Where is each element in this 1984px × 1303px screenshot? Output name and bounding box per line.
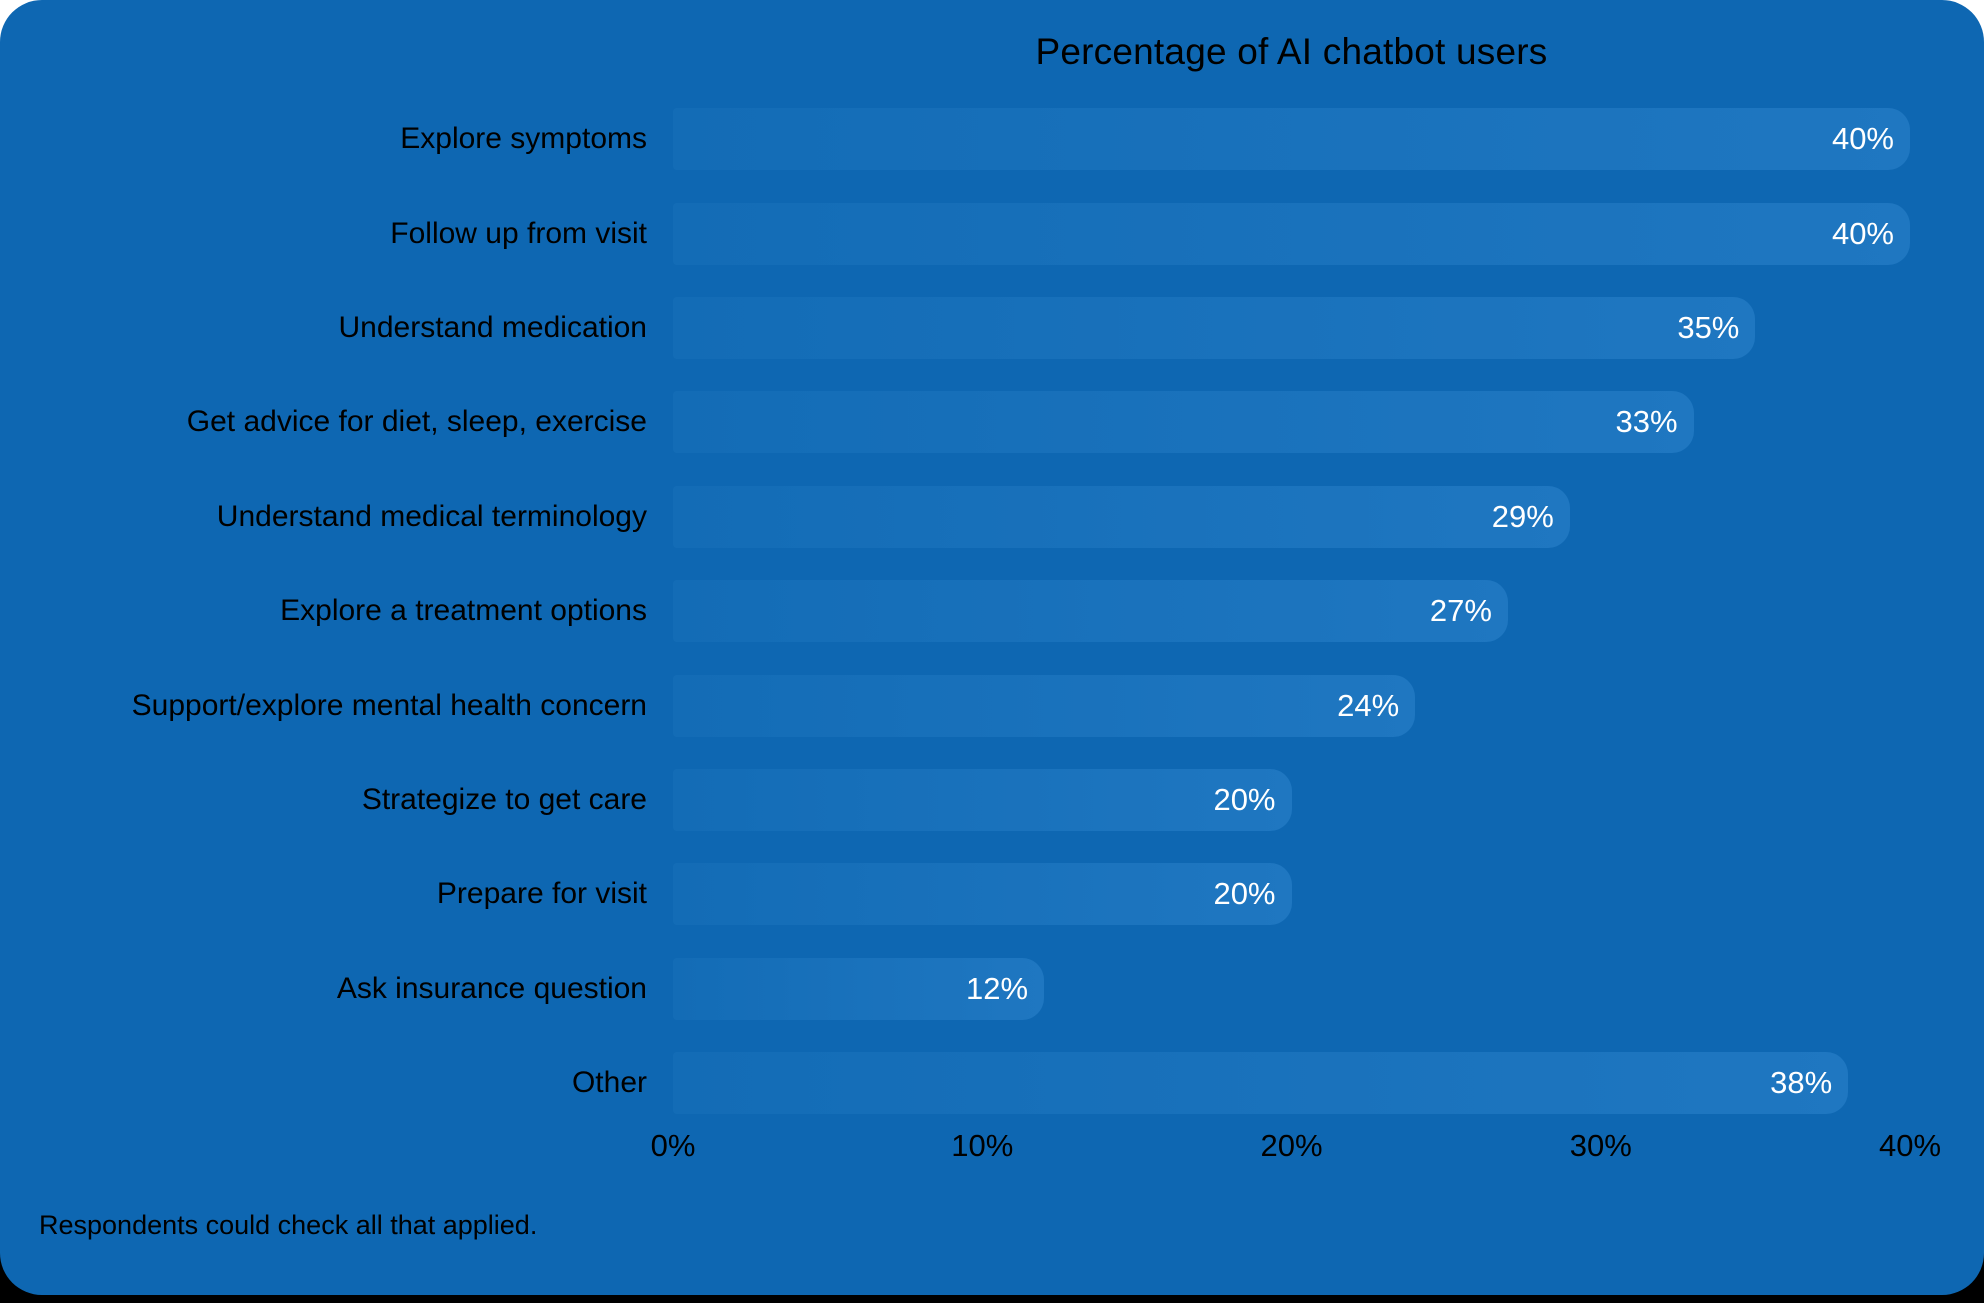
bar-row: Other 38% xyxy=(0,1036,1984,1130)
bar-track: 20% xyxy=(673,863,1910,926)
value-label: 27% xyxy=(1429,593,1492,629)
bar: 38% xyxy=(673,1052,1849,1115)
bar: 29% xyxy=(673,485,1570,548)
x-axis: 0% 10% 20% 30% 40% xyxy=(651,1128,1941,1168)
bar-track: 24% xyxy=(673,674,1910,737)
value-label: 33% xyxy=(1615,404,1678,440)
bar-row: Support/explore mental health concern 24% xyxy=(0,658,1984,752)
value-label: 12% xyxy=(966,970,1029,1006)
bar-row: Ask insurance question 12% xyxy=(0,942,1984,1036)
bar: 35% xyxy=(673,296,1756,359)
bar-row: Prepare for visit 20% xyxy=(0,847,1984,941)
bar-row: Strategize to get care 20% xyxy=(0,753,1984,847)
bar-track: 38% xyxy=(673,1052,1910,1115)
category-label: Strategize to get care xyxy=(361,782,647,816)
category-label: Prepare for visit xyxy=(436,877,647,911)
bar-track: 20% xyxy=(673,768,1910,831)
x-axis-tick: 30% xyxy=(1569,1128,1632,1163)
bar-track: 40% xyxy=(673,108,1910,171)
value-label: 35% xyxy=(1677,309,1740,345)
category-label: Follow up from visit xyxy=(390,216,647,250)
bar-track: 40% xyxy=(673,202,1910,265)
bar-track: 35% xyxy=(673,296,1910,359)
bar: 27% xyxy=(673,580,1508,643)
category-label: Get advice for diet, sleep, exercise xyxy=(186,405,647,439)
bar: 20% xyxy=(673,863,1292,926)
category-label: Understand medication xyxy=(338,310,647,344)
category-label: Explore symptoms xyxy=(400,122,647,156)
bar: 33% xyxy=(673,391,1694,454)
value-label: 24% xyxy=(1337,687,1400,723)
chart-title: Percentage of AI chatbot users xyxy=(1035,31,1548,72)
value-label: 40% xyxy=(1831,215,1894,251)
bar-track: 29% xyxy=(673,485,1910,548)
value-label: 29% xyxy=(1491,498,1554,534)
value-label: 38% xyxy=(1770,1065,1833,1101)
bar: 24% xyxy=(673,674,1416,737)
category-label: Explore a treatment options xyxy=(280,594,647,628)
x-axis-tick: 10% xyxy=(951,1128,1014,1163)
bar: 40% xyxy=(673,108,1910,171)
bar-row: Follow up from visit 40% xyxy=(0,186,1984,280)
category-label: Support/explore mental health concern xyxy=(131,688,647,722)
bar-row: Understand medication 35% xyxy=(0,281,1984,375)
bar-row: Explore a treatment options 27% xyxy=(0,564,1984,658)
x-axis-tick: 0% xyxy=(650,1128,696,1163)
bar: 12% xyxy=(673,957,1045,1020)
category-label: Other xyxy=(571,1066,647,1100)
bar-row: Explore symptoms 40% xyxy=(0,92,1984,186)
value-label: 40% xyxy=(1831,121,1894,157)
category-label: Ask insurance question xyxy=(336,971,647,1005)
bar: 40% xyxy=(673,202,1910,265)
x-axis-tick: 40% xyxy=(1878,1128,1942,1163)
footnote: Respondents could check all that applied… xyxy=(39,1210,538,1240)
category-label: Understand medical terminology xyxy=(216,499,647,533)
value-label: 20% xyxy=(1213,781,1276,817)
bar-rows: Explore symptoms 40% Follow up from visit 4… xyxy=(0,92,1984,1130)
bar-track: 27% xyxy=(673,580,1910,643)
bar-track: 33% xyxy=(673,391,1910,454)
bar-row: Get advice for diet, sleep, exercise 33% xyxy=(0,375,1984,469)
bar-row: Understand medical terminology 29% xyxy=(0,470,1984,564)
value-label: 20% xyxy=(1213,876,1276,912)
bar-track: 12% xyxy=(673,957,1910,1020)
bar: 20% xyxy=(673,768,1292,831)
x-axis-tick: 20% xyxy=(1260,1128,1323,1163)
